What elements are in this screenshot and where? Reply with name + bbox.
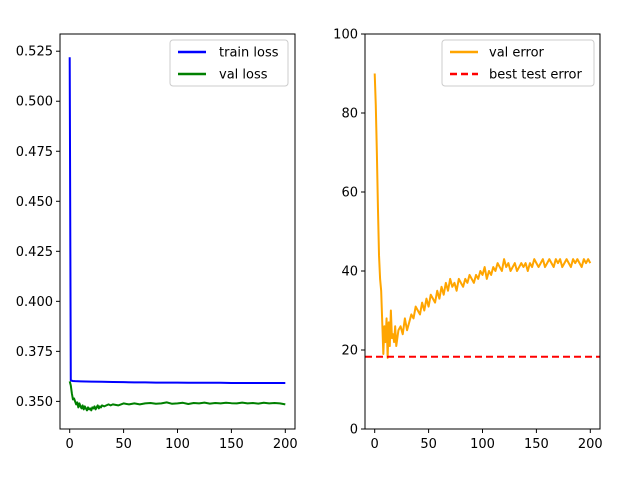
- left-x-tick-label: 0: [66, 437, 74, 452]
- right-y-tick-label: 40: [341, 265, 358, 280]
- left-x-ticks: 0 50 100 150 200: [66, 429, 298, 452]
- right-y-tick-label: 100: [333, 28, 358, 43]
- right-series-line-val-error: [373, 73, 592, 359]
- right-x-tick-label: 0: [371, 437, 379, 452]
- right-legend: val error best test error: [441, 39, 595, 87]
- right-y-tick-label: 0: [350, 423, 358, 438]
- legend-label-val-loss: val loss: [219, 68, 268, 83]
- left-x-tick-label: 100: [165, 437, 190, 452]
- left-y-tick-label: 0.350: [16, 395, 53, 410]
- right-x-tick-label: 200: [578, 437, 603, 452]
- legend-label-train-loss: train loss: [219, 46, 279, 61]
- left-y-tick-label: 0.475: [16, 145, 53, 160]
- right-y-tick-label: 20: [341, 344, 358, 359]
- legend-label-best-test-error: best test error: [489, 68, 582, 83]
- left-y-tick-label: 0.500: [16, 95, 53, 110]
- left-x-tick-label: 50: [115, 437, 132, 452]
- left-y-tick-label: 0.375: [16, 345, 53, 360]
- left-series-line-val-loss: [68, 381, 286, 412]
- left-y-ticks: 0.350 0.375 0.400 0.425 0.450 0.475 0.500 0.525: [16, 45, 60, 410]
- right-x-tick-label: 50: [420, 437, 437, 452]
- legend-label-val-error: val error: [489, 46, 545, 61]
- left-x-tick-label: 200: [273, 437, 298, 452]
- right-x-tick-label: 100: [470, 437, 495, 452]
- left-plot-series: [68, 57, 286, 412]
- right-y-tick-label: 80: [341, 107, 358, 122]
- left-y-tick-label: 0.425: [16, 245, 53, 260]
- right-x-tick-label: 150: [524, 437, 549, 452]
- left-y-tick-label: 0.450: [16, 195, 53, 210]
- left-y-tick-label: 0.400: [16, 295, 53, 310]
- left-series-line-train-loss: [68, 57, 286, 384]
- right-chart: 0 50 100 150 200 0 20 40 60 80 100 val error best…: [333, 28, 603, 453]
- right-y-ticks: 0 20 40 60 80 100: [333, 28, 365, 438]
- left-chart: 0 50 100 150 200 0.3500.3750.4000.4250.4500.…: [16, 33, 298, 452]
- right-x-ticks: 0 50 100 150 200: [371, 429, 603, 452]
- left-y-tick-label: 0.525: [16, 45, 53, 60]
- left-legend: train loss val loss: [169, 39, 289, 87]
- left-x-tick-label: 150: [219, 437, 244, 452]
- right-legend-box: [441, 39, 595, 87]
- right-plot-series: [365, 73, 600, 359]
- right-y-tick-label: 60: [341, 186, 358, 201]
